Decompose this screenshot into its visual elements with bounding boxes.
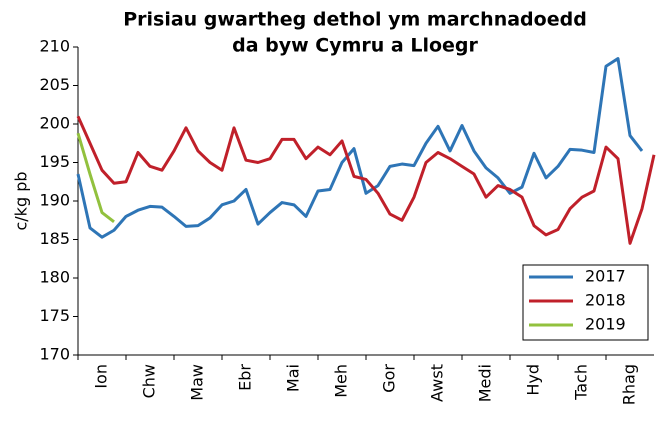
legend-label: 2017 xyxy=(585,267,626,286)
y-tick-label: 200 xyxy=(39,114,70,133)
y-tick-label: 210 xyxy=(39,37,70,56)
x-tick-label: Gor xyxy=(380,364,399,393)
line-series xyxy=(76,57,644,239)
x-tick-label: Meh xyxy=(332,364,351,398)
y-tick-label: 175 xyxy=(39,306,70,325)
x-tick-label: Hyd xyxy=(524,364,543,396)
y-tick-label: 190 xyxy=(39,191,70,210)
y-tick-label: 205 xyxy=(39,75,70,94)
x-tick-label: Awst xyxy=(428,364,447,402)
x-tick-label: Ebr xyxy=(236,364,255,391)
line-series xyxy=(76,115,656,245)
x-tick-label: Ion xyxy=(92,364,111,389)
y-tick-label: 185 xyxy=(39,229,70,248)
y-tick-label: 170 xyxy=(39,345,70,364)
x-tick-label: Tach xyxy=(572,364,591,401)
x-tick-label: Medi xyxy=(476,364,495,402)
x-tick-label: Chw xyxy=(140,364,159,398)
line-series xyxy=(76,132,115,223)
y-tick-label: 195 xyxy=(39,152,70,171)
x-tick-label: Mai xyxy=(284,364,303,392)
x-tick-label: Rhag xyxy=(620,364,639,405)
legend-label: 2018 xyxy=(585,291,626,310)
chart-title: da byw Cymru a Lloegr xyxy=(232,35,478,57)
y-axis-label: c/kg pb xyxy=(12,171,31,230)
y-tick-label: 180 xyxy=(39,268,70,287)
legend-label: 2019 xyxy=(585,315,626,334)
x-tick-label: Maw xyxy=(188,364,207,401)
chart-title: Prisiau gwartheg dethol ym marchnadoedd xyxy=(123,9,587,31)
